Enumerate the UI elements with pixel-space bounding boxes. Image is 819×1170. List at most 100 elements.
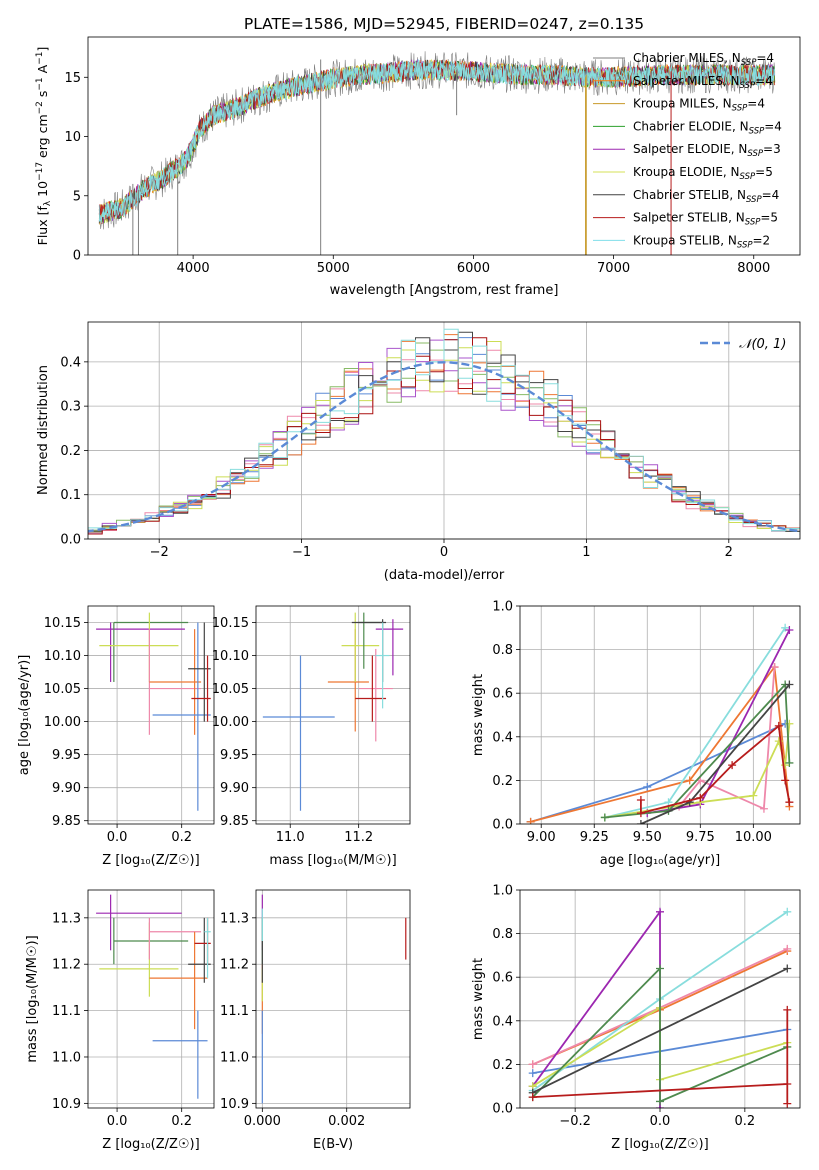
- y-tick-label: 11.2: [220, 958, 249, 973]
- weight-marker: [685, 798, 694, 807]
- weight-marker: [783, 1099, 792, 1108]
- weight-marker: [656, 907, 664, 916]
- y-tick-label: 0.4: [492, 730, 513, 745]
- legend-entry: Chabrier STELIB, NSSP=4: [633, 188, 779, 205]
- y-tick-label: 0.0: [60, 533, 81, 548]
- x-tick-label: 10.00: [735, 830, 772, 845]
- z-mass-ylabel: mass [log₁₀(M/M☉)]: [25, 935, 40, 1062]
- mass-age-frame: [255, 605, 411, 825]
- legend-entry: Chabrier MILES, NSSP=4: [633, 51, 774, 68]
- y-tick-label: 0.6: [492, 971, 513, 986]
- age-weight-frame: [519, 605, 801, 825]
- x-tick-label: −2: [150, 545, 169, 560]
- z-age-ylabel: age [log₁₀(age/yr)]: [17, 655, 32, 776]
- spectrum-legend: Chabrier MILES, NSSP=4 Salpeter MILES, NS…: [593, 51, 782, 250]
- weight-marker: [781, 623, 790, 632]
- legend-entry: Kroupa ELODIE, NSSP=5: [633, 165, 773, 182]
- y-tick-label: 1.0: [492, 884, 513, 899]
- x-tick-label: 0.000: [244, 1114, 281, 1129]
- y-tick-label: 0.8: [492, 927, 513, 942]
- y-tick-label: 9.95: [52, 748, 81, 763]
- y-tick-label: 0: [73, 249, 81, 264]
- weight-marker: [656, 964, 664, 973]
- legend-entry: Salpeter STELIB, NSSP=5: [633, 211, 778, 228]
- x-tick-label: 0.002: [328, 1114, 365, 1129]
- weight-marker: [696, 793, 705, 802]
- y-tick-label: 0.6: [492, 687, 513, 702]
- y-tick-label: 0.0: [492, 1102, 513, 1117]
- x-tick-label: 1: [582, 545, 590, 560]
- y-tick-label: 11.1: [220, 1004, 249, 1019]
- x-tick-label: 9.50: [633, 830, 662, 845]
- weight-line: [532, 966, 788, 1103]
- mass-age-xlabel: mass [log₁₀(M/M☉)]: [269, 853, 396, 868]
- weight-marker: [749, 791, 758, 800]
- x-tick-label: 0.2: [735, 1114, 756, 1129]
- legend-entry: Salpeter ELODIE, NSSP=3: [633, 142, 781, 159]
- y-tick-label: 1.0: [492, 600, 513, 615]
- spectrum-axes: 4000 5000 6000 7000 8000 0 5 10 15: [64, 71, 770, 276]
- x-tick-label: 0.0: [107, 1114, 128, 1129]
- x-tick-label: 8000: [737, 261, 770, 276]
- weight-marker: [781, 776, 790, 785]
- weight-marker: [528, 1069, 537, 1078]
- y-tick-label: 0.1: [60, 488, 81, 503]
- y-tick-label: 10.9: [220, 1097, 249, 1112]
- y-tick-label: 9.95: [220, 748, 249, 763]
- x-tick-label: 0.2: [171, 830, 192, 845]
- weight-line: [532, 967, 788, 1094]
- y-tick-label: 0.4: [60, 355, 81, 370]
- weight-marker: [528, 1060, 537, 1069]
- spectrum-ylabel: Flux [fλ 10−17 erg cm−2 s−1 A−1]: [35, 47, 53, 246]
- weight-line: [532, 1009, 789, 1104]
- spectrum-lines: [98, 51, 776, 255]
- weight-marker: [656, 1097, 664, 1106]
- y-tick-label: 10.05: [212, 682, 249, 697]
- weight-marker: [785, 680, 794, 689]
- z-age-frame: [87, 605, 215, 825]
- residuals-frame: [87, 321, 801, 540]
- x-tick-label: 0.2: [171, 1114, 192, 1129]
- y-tick-label: 15: [64, 71, 81, 86]
- histogram-group: [88, 328, 800, 536]
- residuals-xlabel: (data-model)/error: [384, 568, 505, 583]
- weight-marker: [636, 796, 645, 805]
- x-tick-label: −0.2: [559, 1114, 591, 1129]
- y-tick-label: 0.4: [492, 1014, 513, 1029]
- y-tick-label: 10.15: [44, 616, 81, 631]
- residuals-ylabel: Normed distribution: [36, 365, 51, 495]
- x-tick-label: 7000: [597, 261, 630, 276]
- z-mass-frame: [87, 889, 215, 1109]
- x-tick-label: −1: [292, 545, 311, 560]
- spectrum-line: [98, 61, 776, 224]
- mass-age-axes: 11.0 11.2 9.85 9.90 9.95 10.00 10.05 10.10 10.15: [212, 606, 410, 845]
- y-tick-label: 9.90: [52, 781, 81, 796]
- y-tick-label: 10.10: [212, 649, 249, 664]
- x-tick-label: 0.0: [650, 1114, 671, 1129]
- y-tick-label: 10.9: [52, 1097, 81, 1112]
- z-age-points: [96, 612, 211, 811]
- y-tick-label: 11.2: [52, 958, 81, 973]
- x-tick-label: 2: [725, 545, 733, 560]
- z-weight-frame: [519, 889, 801, 1109]
- weight-line: [530, 664, 791, 823]
- z-age-axes: 0.0 0.2 9.85 9.90 9.95 10.00 10.05 10.10 10.15: [44, 606, 214, 845]
- x-tick-label: 9.00: [527, 830, 556, 845]
- legend-entry: Kroupa MILES, NSSP=4: [633, 97, 765, 114]
- legend-entry: Salpeter MILES, NSSP=4: [633, 74, 773, 91]
- spectrum-title: PLATE=1586, MJD=52945, FIBERID=0247, z=0…: [244, 15, 644, 33]
- x-tick-label: 9.25: [580, 830, 609, 845]
- y-tick-label: 0.0: [492, 818, 513, 833]
- y-tick-label: 0.2: [492, 774, 513, 789]
- weight-marker: [774, 721, 783, 730]
- weight-marker: [785, 798, 794, 807]
- z-weight-xlabel: Z [log₁₀(Z/Z☉)]: [611, 1137, 708, 1152]
- y-tick-label: 0.2: [492, 1058, 513, 1073]
- weight-marker: [600, 813, 609, 822]
- weight-marker: [664, 798, 673, 807]
- y-tick-label: 9.90: [220, 781, 249, 796]
- y-tick-label: 10.15: [212, 616, 249, 631]
- histogram-series: [88, 328, 800, 535]
- normal-curve: [88, 361, 800, 533]
